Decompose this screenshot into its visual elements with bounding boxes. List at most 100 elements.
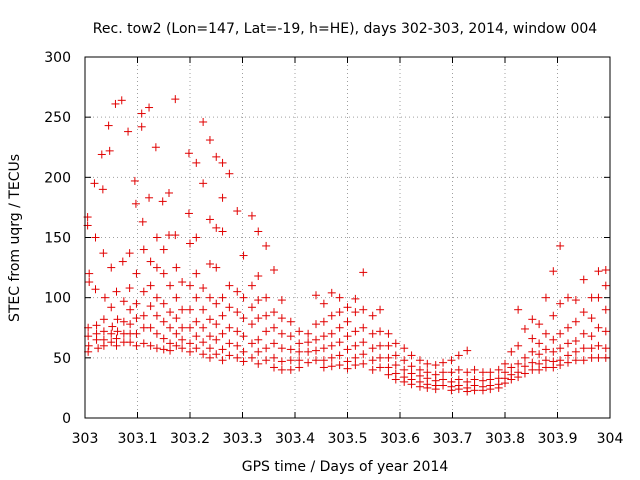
data-point — [225, 281, 234, 290]
data-point — [286, 356, 295, 365]
data-point — [139, 245, 148, 254]
data-point — [91, 233, 100, 242]
data-point — [199, 305, 208, 314]
data-point — [415, 382, 424, 391]
data-point — [247, 281, 256, 290]
data-point — [146, 257, 155, 266]
data-point — [205, 293, 214, 302]
data-point — [391, 351, 400, 360]
x-tick-label: 304 — [597, 431, 624, 447]
x-tick-label: 303.6 — [380, 431, 420, 447]
chart-title: Rec. tow2 (Lon=147, Lat=-19, h=HE), days… — [93, 21, 597, 37]
data-point — [178, 323, 187, 332]
data-point — [85, 269, 94, 278]
data-point — [564, 351, 572, 360]
data-point — [400, 377, 409, 386]
data-point — [94, 344, 103, 353]
data-point — [192, 344, 201, 353]
data-point — [171, 231, 180, 240]
x-axis-label: GPS time / Days of year 2014 — [242, 459, 449, 475]
data-point — [384, 329, 393, 338]
data-point — [212, 152, 221, 161]
data-point — [579, 356, 588, 365]
data-point — [286, 345, 295, 354]
data-point — [407, 351, 416, 360]
data-point — [541, 363, 550, 372]
data-point — [601, 265, 610, 274]
data-point — [494, 365, 503, 374]
data-point — [514, 305, 523, 314]
x-tick-label: 303.2 — [170, 431, 210, 447]
data-point — [587, 344, 596, 353]
data-point — [205, 259, 214, 268]
data-point — [384, 370, 393, 379]
data-point — [407, 362, 416, 371]
data-point — [199, 323, 208, 332]
data-point — [447, 386, 456, 395]
data-point — [218, 193, 227, 202]
data-point — [146, 323, 155, 332]
data-point — [192, 332, 201, 341]
data-point — [579, 329, 588, 338]
data-point — [112, 341, 121, 350]
data-point — [262, 344, 271, 353]
x-tick-label: 303.7 — [432, 431, 472, 447]
data-point — [335, 323, 344, 332]
data-point — [368, 344, 377, 353]
data-point — [601, 305, 610, 314]
data-point — [117, 96, 126, 105]
data-point — [304, 338, 313, 347]
data-point — [439, 358, 448, 367]
data-point — [146, 302, 155, 311]
data-point — [528, 365, 537, 374]
data-point — [556, 361, 565, 370]
data-point — [454, 351, 463, 360]
data-point — [113, 327, 122, 336]
data-point — [205, 315, 214, 324]
data-point — [218, 227, 227, 236]
data-point — [564, 339, 572, 348]
data-point — [166, 308, 175, 317]
data-point — [239, 293, 248, 302]
data-point — [335, 293, 344, 302]
data-point — [166, 281, 175, 290]
data-point — [125, 284, 134, 293]
data-point — [186, 305, 194, 314]
data-point — [99, 341, 108, 350]
data-point — [376, 327, 385, 336]
data-point — [112, 287, 121, 296]
data-point — [541, 329, 550, 338]
data-point — [514, 373, 523, 382]
data-point — [304, 347, 313, 356]
data-point — [225, 323, 234, 332]
data-point — [84, 341, 93, 350]
data-point — [535, 339, 544, 348]
data-point — [218, 311, 227, 320]
data-point — [501, 379, 509, 388]
data-point — [351, 341, 360, 350]
data-point — [270, 323, 278, 332]
data-point — [254, 347, 263, 356]
data-point — [384, 341, 393, 350]
data-point — [145, 103, 154, 112]
data-point — [277, 365, 286, 374]
data-point — [601, 281, 610, 290]
data-point — [594, 341, 603, 350]
data-point — [351, 308, 360, 317]
data-point — [507, 375, 516, 384]
plot-frame — [84, 56, 611, 419]
data-point — [218, 329, 227, 338]
data-point — [205, 332, 214, 341]
data-point — [277, 314, 286, 323]
data-point — [126, 305, 135, 314]
x-tick-label: 303.3 — [222, 431, 262, 447]
data-point — [132, 314, 141, 323]
data-point — [186, 239, 194, 248]
data-point — [212, 335, 221, 344]
data-point — [400, 365, 409, 374]
data-point — [494, 383, 503, 392]
data-point — [327, 329, 336, 338]
data-point — [319, 332, 328, 341]
data-point — [152, 329, 161, 338]
data-point — [541, 293, 550, 302]
